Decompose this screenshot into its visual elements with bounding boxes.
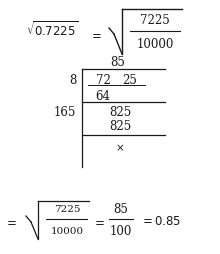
Text: 825: 825 — [109, 106, 131, 119]
Text: 165: 165 — [54, 106, 76, 119]
Text: 64: 64 — [95, 89, 110, 102]
Text: $= 0.85$: $= 0.85$ — [140, 215, 181, 228]
Text: 85: 85 — [114, 203, 128, 216]
Text: $=$: $=$ — [88, 28, 101, 41]
Text: 10000: 10000 — [136, 37, 174, 50]
Text: 10000: 10000 — [50, 227, 84, 235]
Text: $=$: $=$ — [92, 215, 104, 228]
Text: 100: 100 — [110, 225, 132, 237]
Text: $=$: $=$ — [4, 215, 16, 228]
Text: $\times$: $\times$ — [115, 142, 125, 153]
Text: 8: 8 — [69, 73, 77, 86]
Text: 25: 25 — [123, 73, 138, 86]
Text: 72: 72 — [95, 73, 110, 86]
Text: 7225: 7225 — [54, 205, 80, 214]
Text: $\sqrt{0.7225}$: $\sqrt{0.7225}$ — [26, 21, 78, 39]
Text: 7225: 7225 — [140, 13, 170, 26]
Text: 85: 85 — [111, 56, 125, 69]
Text: 825: 825 — [109, 120, 131, 133]
